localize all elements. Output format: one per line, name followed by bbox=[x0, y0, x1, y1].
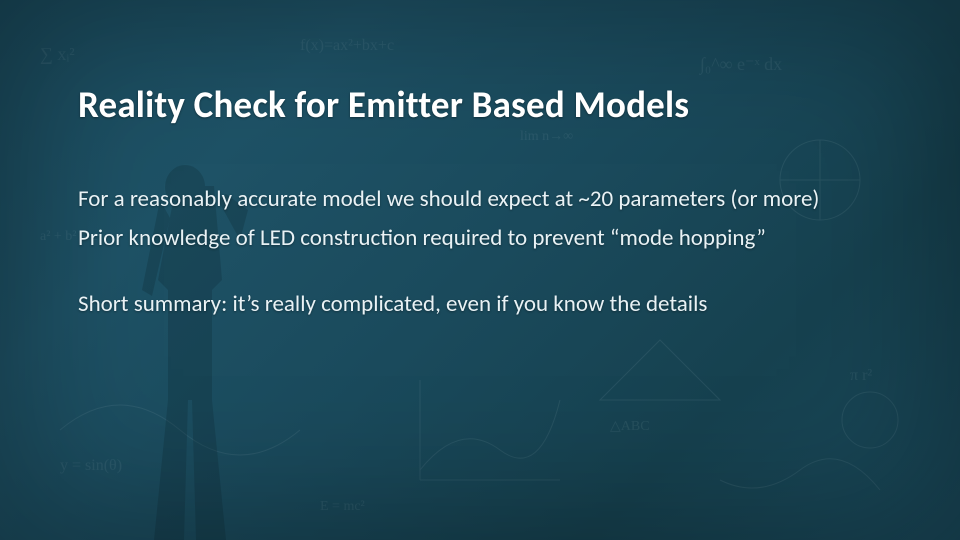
slide: ∑ xᵢ² f(x)=ax²+bx+c ∫₀^∞ e⁻ˣ dx y = sin(… bbox=[0, 0, 960, 540]
bullet-1: For a reasonably accurate model we shoul… bbox=[78, 185, 858, 214]
svg-text:E = mc²: E = mc² bbox=[320, 499, 365, 514]
slide-content: Reality Check for Emitter Based Models F… bbox=[0, 0, 960, 319]
summary-line: Short summary: it’s really complicated, … bbox=[78, 290, 858, 319]
svg-text:π r²: π r² bbox=[850, 367, 872, 384]
svg-text:y = sin(θ): y = sin(θ) bbox=[60, 457, 122, 474]
bullet-2: Prior knowledge of LED construction requ… bbox=[78, 224, 858, 253]
slide-title: Reality Check for Emitter Based Models bbox=[78, 82, 882, 127]
spacer bbox=[78, 264, 882, 290]
svg-text:△ABC: △ABC bbox=[610, 419, 650, 434]
